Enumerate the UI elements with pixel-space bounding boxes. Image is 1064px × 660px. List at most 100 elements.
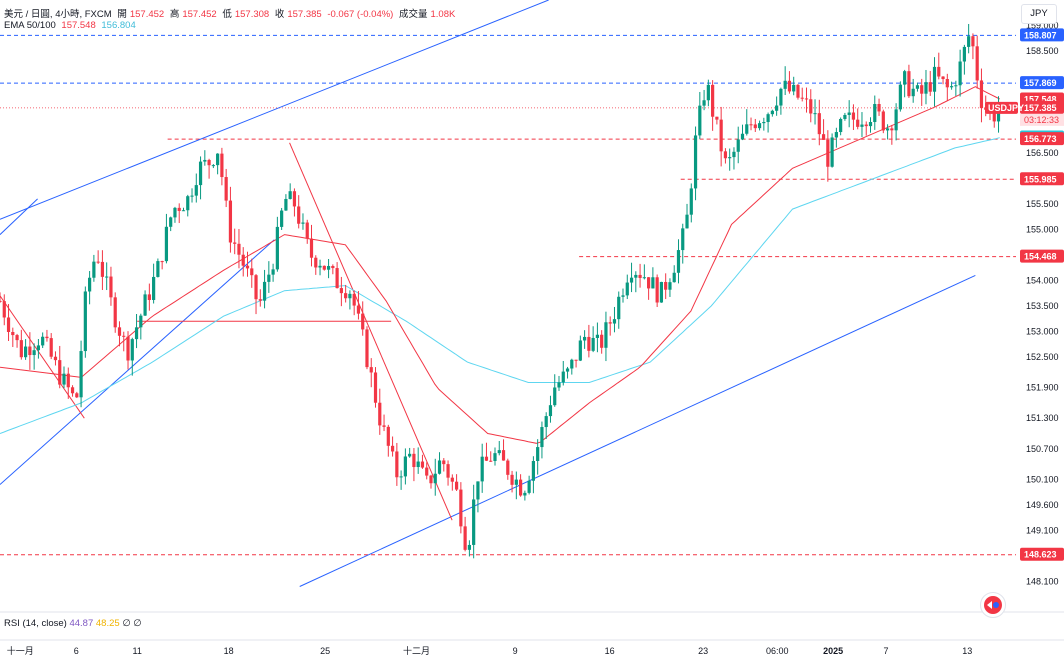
price-label-6: 155.985 — [1024, 174, 1057, 184]
candle-body-87 — [369, 367, 373, 373]
candle-body-201 — [856, 119, 860, 127]
candle-body-125 — [531, 461, 535, 481]
candle-body-184 — [783, 80, 787, 89]
y-tick-16: 148.100 — [1026, 576, 1059, 586]
y-tick-15: 149.100 — [1026, 525, 1059, 535]
y-tick-8: 153.000 — [1026, 327, 1059, 337]
candle-body-187 — [796, 84, 800, 98]
y-tick-10: 151.900 — [1026, 383, 1059, 393]
y-tick-4: 155.500 — [1026, 199, 1059, 209]
ema100-value: 156.804 — [101, 20, 136, 31]
candle-body-88 — [373, 372, 378, 403]
candle-body-76 — [322, 265, 326, 270]
candle-body-50 — [211, 165, 215, 167]
candle-body-25 — [105, 276, 109, 278]
candle-body-119 — [506, 460, 510, 475]
candle-body-188 — [800, 97, 804, 99]
x-tick-6: 9 — [513, 646, 518, 656]
candle-body-206 — [877, 104, 881, 112]
x-tick-2: 11 — [132, 646, 141, 656]
rsi-ma-value: 48.25 — [95, 618, 120, 629]
y-tick-1: 158.500 — [1026, 46, 1059, 56]
candle-body-93 — [395, 451, 399, 478]
candle-body-29 — [122, 335, 126, 337]
candle-body-28 — [117, 327, 122, 336]
candle-body-27 — [113, 297, 117, 328]
candle-body-60 — [254, 275, 258, 300]
candle-body-99 — [420, 461, 425, 468]
candle-body-17 — [70, 387, 75, 394]
x-tick-10: 2025 — [823, 646, 843, 656]
price-label-0: 158.807 — [1024, 30, 1057, 40]
candle-body-33 — [139, 315, 143, 328]
candle-body-18 — [75, 393, 79, 398]
candle-body-126 — [536, 447, 540, 462]
candle-body-142 — [604, 322, 608, 348]
candle-body-200 — [851, 112, 856, 120]
candle-body-13 — [53, 356, 58, 361]
candle-body-202 — [860, 124, 864, 127]
candle-body-98 — [416, 461, 420, 468]
candle-body-48 — [203, 159, 207, 162]
candle-body-151 — [642, 277, 646, 279]
price-label-bg-1 — [1020, 76, 1064, 90]
candle-body-121 — [514, 479, 518, 485]
candle-body-102 — [433, 473, 437, 484]
candle-body-46 — [194, 185, 198, 196]
candle-body-10 — [41, 336, 45, 346]
y-tick-14: 149.600 — [1026, 500, 1059, 510]
candle-body-127 — [540, 427, 544, 448]
candle-body-35 — [147, 294, 151, 300]
candle-body-43 — [181, 210, 186, 212]
candle-body-143 — [608, 322, 612, 324]
candle-body-86 — [365, 329, 369, 368]
x-tick-12: 13 — [962, 646, 972, 656]
candle-body-177 — [753, 124, 757, 129]
y-tick-13: 150.100 — [1026, 474, 1059, 484]
candle-body-198 — [843, 114, 847, 119]
y-tick-9: 152.500 — [1026, 352, 1059, 362]
x-tick-3: 18 — [224, 646, 234, 656]
candle-body-215 — [915, 85, 920, 89]
x-tick-7: 16 — [605, 646, 615, 656]
candle-body-79 — [335, 268, 339, 289]
candle-body-23 — [96, 261, 100, 263]
candle-body-104 — [442, 460, 446, 465]
candle-body-214 — [911, 88, 915, 97]
candle-body-89 — [378, 402, 382, 426]
candle-body-39 — [164, 226, 169, 262]
candle-body-30 — [126, 336, 130, 361]
candle-body-92 — [390, 445, 395, 452]
currency-button[interactable]: JPY — [1021, 4, 1057, 24]
candle-body-222 — [945, 79, 949, 88]
candle-body-212 — [903, 71, 907, 85]
candle-body-95 — [403, 456, 407, 477]
candle-body-178 — [757, 123, 762, 129]
candle-body-168 — [715, 116, 719, 120]
candle-body-82 — [348, 293, 352, 299]
candle-body-229 — [975, 46, 979, 81]
candle-body-61 — [258, 299, 262, 301]
symbol-tag: USDJPY — [988, 103, 1024, 113]
candle-body-167 — [711, 84, 715, 117]
candle-body-96 — [408, 453, 412, 457]
candle-body-59 — [250, 268, 254, 276]
candle-body-194 — [826, 139, 830, 167]
x-tick-1: 6 — [74, 646, 79, 656]
price-label-bg-7 — [1020, 249, 1064, 263]
candle-body-21 — [88, 277, 92, 292]
price-label-bg-3 — [1020, 100, 1064, 114]
candle-body-210 — [894, 109, 898, 131]
candle-body-193 — [821, 134, 826, 140]
candle-body-0 — [0, 300, 2, 302]
y-tick-3: 156.500 — [1026, 148, 1059, 158]
y-tick-0: 159.000 — [1026, 21, 1059, 31]
candle-body-70 — [297, 206, 301, 224]
candle-body-38 — [160, 261, 164, 263]
candle-body-204 — [868, 122, 873, 127]
candle-body-67 — [284, 198, 288, 211]
candle-body-22 — [92, 261, 96, 278]
candle-body-52 — [220, 153, 224, 178]
candle-body-15 — [62, 373, 66, 385]
